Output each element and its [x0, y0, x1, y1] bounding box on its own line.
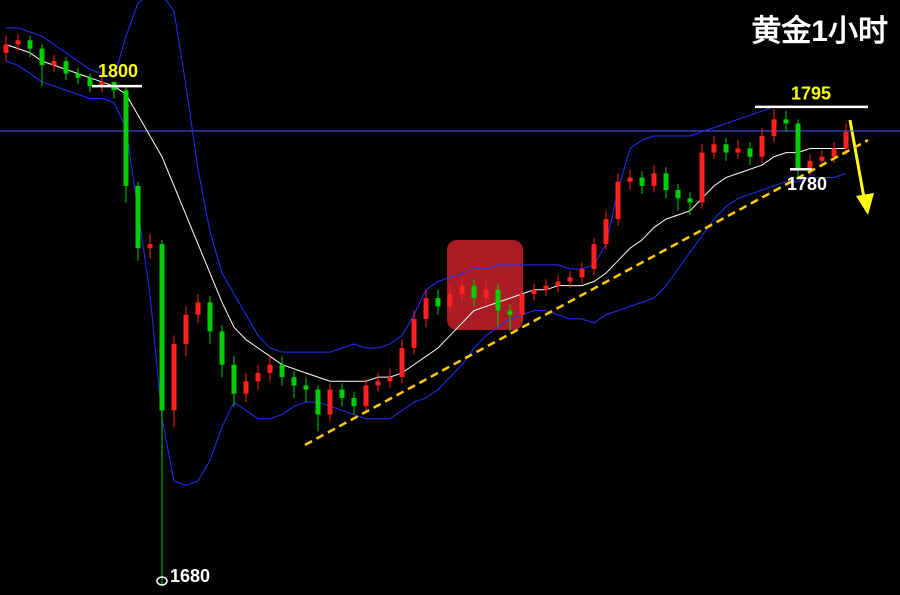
candle-body	[543, 285, 549, 290]
candle-body	[303, 385, 309, 390]
watermark-stamp	[447, 240, 523, 330]
candle-body	[603, 219, 609, 245]
candle-body	[195, 302, 201, 315]
candle-body	[279, 364, 285, 378]
candle-body	[243, 381, 249, 394]
candle-body	[819, 156, 825, 161]
candle-body	[99, 81, 105, 87]
candle-body	[291, 377, 297, 386]
candle-body	[771, 119, 777, 136]
candle-body	[471, 285, 477, 299]
candle-body	[747, 148, 753, 157]
candle-body	[87, 77, 93, 87]
level-label: 1795	[791, 84, 831, 104]
candle-body	[615, 181, 621, 220]
candle-body	[759, 135, 765, 157]
candle-body	[267, 364, 273, 373]
band-line	[5, 60, 847, 486]
candle-body	[519, 293, 525, 315]
candle-body	[171, 343, 177, 411]
candle-body	[351, 397, 357, 407]
candle-body	[147, 244, 153, 249]
candle-body	[531, 289, 537, 294]
candle-body	[627, 177, 633, 182]
candle-body	[387, 377, 393, 382]
arrow-shaft	[848, 119, 866, 199]
candle-body	[459, 285, 465, 294]
candle-body	[183, 314, 189, 344]
candle-body	[555, 281, 561, 286]
level-label: 1780	[787, 174, 827, 194]
arrow-head	[856, 193, 874, 215]
trend-arrow	[848, 119, 874, 215]
candle-body	[51, 61, 57, 66]
candle-body	[159, 244, 165, 411]
candle-body	[423, 298, 429, 319]
candle-body	[327, 389, 333, 415]
candle-body	[123, 90, 129, 186]
band-line	[5, 44, 846, 382]
candle-body	[507, 310, 513, 315]
candle-body	[375, 381, 381, 386]
candle-body	[15, 40, 21, 45]
candle-body	[591, 244, 597, 270]
candle-body	[255, 372, 261, 382]
candle-body	[483, 289, 489, 299]
candle-body	[27, 40, 33, 49]
candle-body	[411, 318, 417, 349]
trend-line	[304, 139, 869, 446]
candle-body	[339, 389, 345, 398]
candle-body	[783, 119, 789, 124]
level-label: 1800	[98, 61, 138, 81]
candle-body	[207, 302, 213, 332]
candle-body	[831, 148, 837, 157]
candle-body	[447, 293, 453, 307]
candle-body	[567, 277, 573, 282]
candle-body	[807, 160, 813, 170]
candle-body	[399, 348, 405, 378]
level-label: 1680	[170, 566, 210, 586]
candle-body	[63, 61, 69, 74]
candle-body	[675, 190, 681, 199]
candle-body	[699, 152, 705, 203]
candle-body	[723, 144, 729, 153]
candle-body	[843, 131, 849, 149]
candle-body	[219, 331, 225, 365]
candle-body	[579, 269, 585, 278]
candle-body	[135, 185, 141, 249]
candle-body	[435, 298, 441, 307]
candle-body	[687, 198, 693, 203]
candle-body	[735, 148, 741, 153]
candle-body	[495, 289, 501, 311]
candle-body	[3, 44, 9, 53]
candle-body	[363, 385, 369, 407]
candle-body	[39, 48, 45, 66]
candle-body	[663, 173, 669, 191]
chart-title: 黄金1小时	[751, 14, 888, 48]
candle-body	[639, 177, 645, 186]
candle-body	[75, 73, 81, 78]
candle-body	[711, 144, 717, 153]
candle-body	[315, 389, 321, 415]
candle-body	[231, 364, 237, 394]
candle-body	[795, 123, 801, 170]
level-marker	[156, 576, 168, 586]
candle-body	[651, 173, 657, 186]
